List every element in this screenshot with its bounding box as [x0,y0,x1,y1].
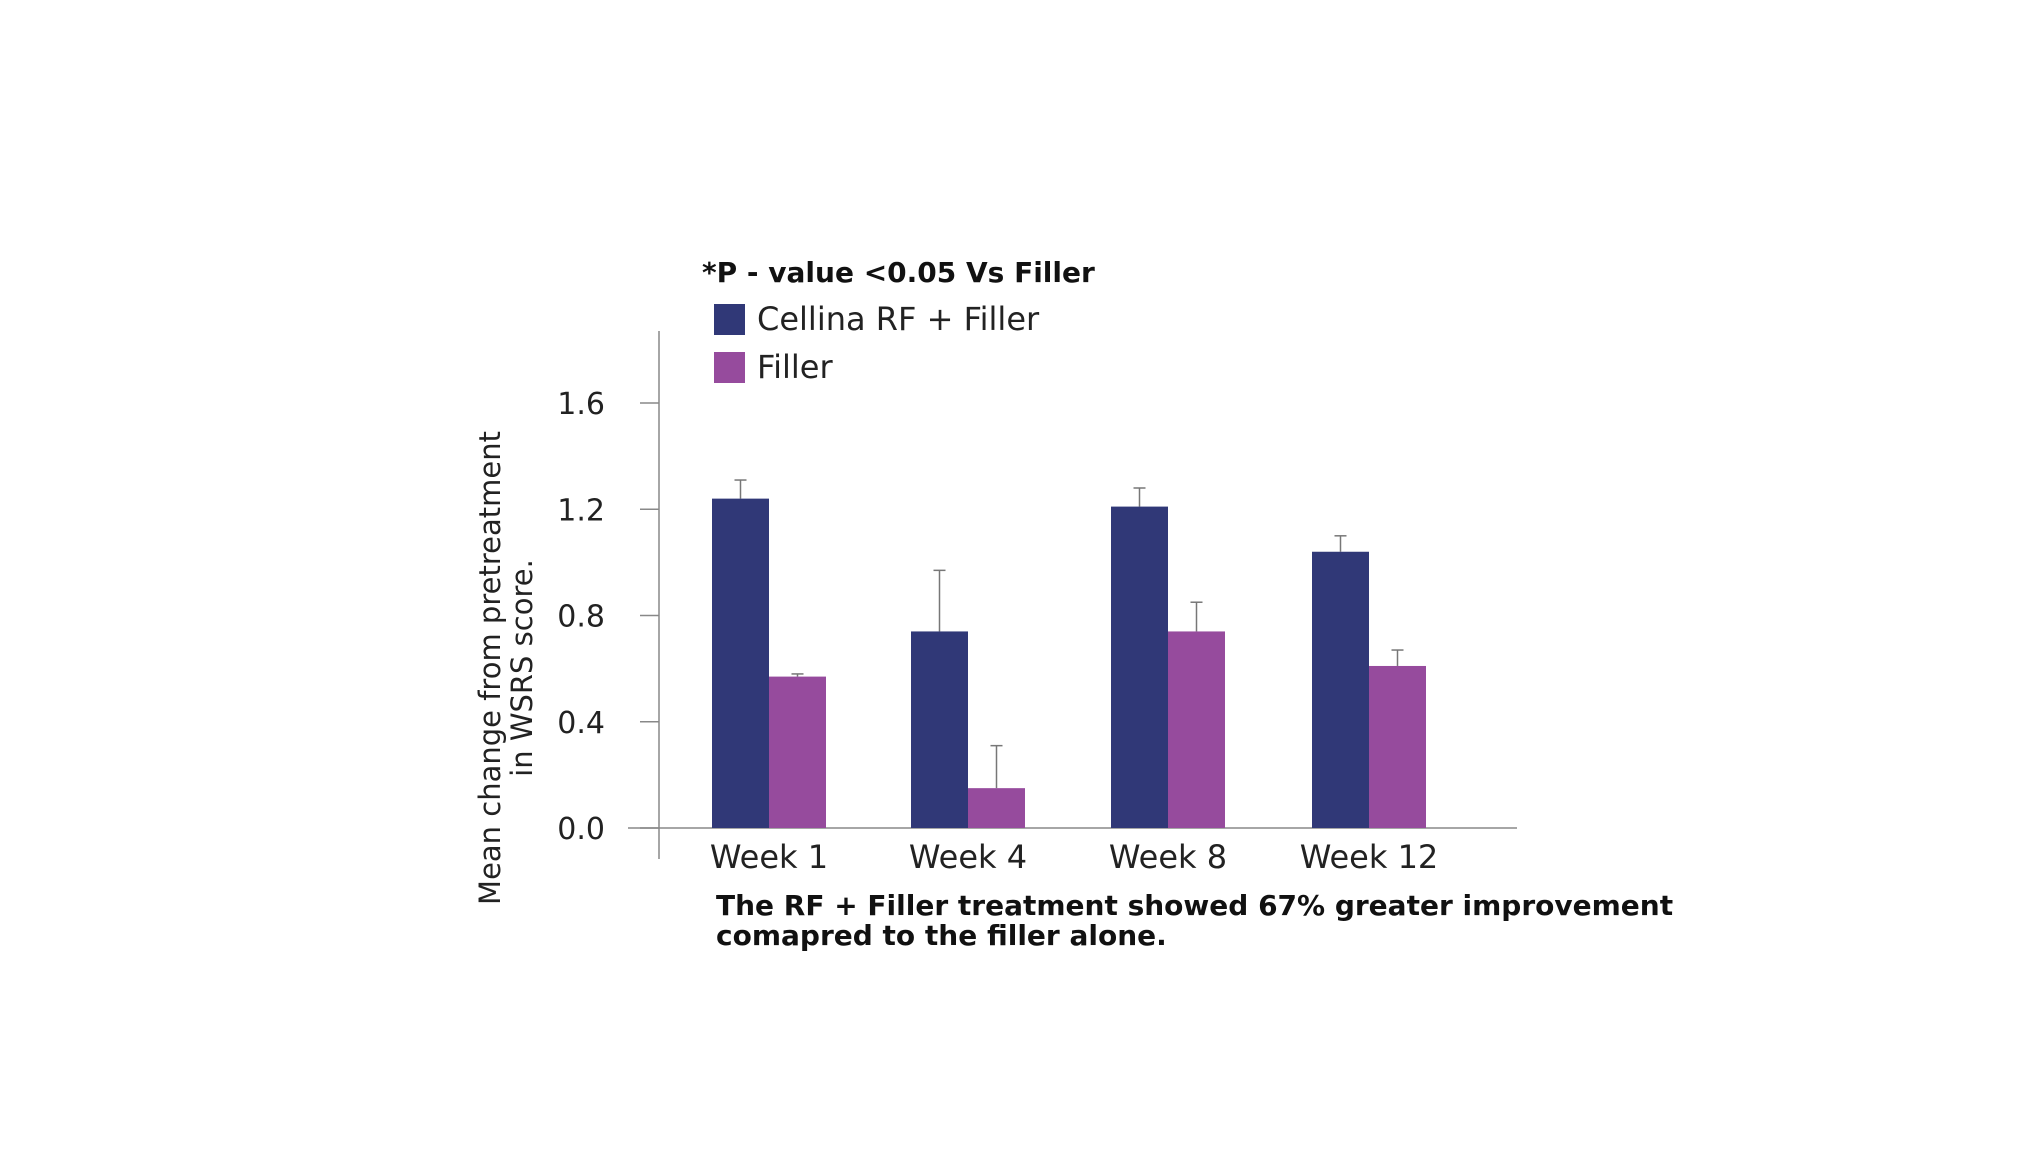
legend-label-cellina: Cellina RF + Filler [757,300,1040,338]
legend-swatch-filler [714,352,745,383]
error-bars [734,479,1404,789]
y-axis-label-line-1: Mean change from pretreatment [473,431,507,905]
bar-cellina-1 [911,631,968,828]
legend-label-filler: Filler [757,348,833,386]
legend: Cellina RF + Filler Filler [714,300,1040,386]
x-tick-label: Week 12 [1300,838,1439,876]
x-tick-label: Week 4 [909,838,1027,876]
caption-line-2: comapred to the filler alone. [716,919,1167,952]
legend-swatch-cellina [714,304,745,335]
y-axis-label: Mean change from pretreatment in WSRS sc… [473,431,539,905]
caption-line-1: The RF + Filler treatment showed 67% gre… [716,889,1673,922]
bar-filler-3 [1369,665,1426,828]
bar-cellina-0 [712,498,769,828]
y-tick-label: 0.0 [557,812,605,847]
bars [712,498,1426,828]
y-tick-label: 0.8 [557,600,605,635]
x-axis-tick-labels: Week 1 Week 4 Week 8 Week 12 [710,838,1438,876]
significance-note: *P - value <0.05 Vs Filler [702,256,1095,289]
bar-cellina-3 [1312,551,1369,828]
y-tick-label: 1.6 [557,387,605,422]
y-ticks: 0.0 0.4 0.8 1.2 1.6 [557,387,659,847]
bar-filler-2 [1168,631,1225,828]
bar-filler-1 [968,788,1025,828]
y-tick-label: 1.2 [557,493,605,528]
y-axis-label-line-2: in WSRS score. [505,559,539,777]
x-tick-label: Week 1 [710,838,828,876]
x-tick-label: Week 8 [1109,838,1227,876]
y-tick-label: 0.4 [557,706,605,741]
bar-filler-0 [769,676,826,828]
bar-cellina-2 [1111,506,1168,828]
